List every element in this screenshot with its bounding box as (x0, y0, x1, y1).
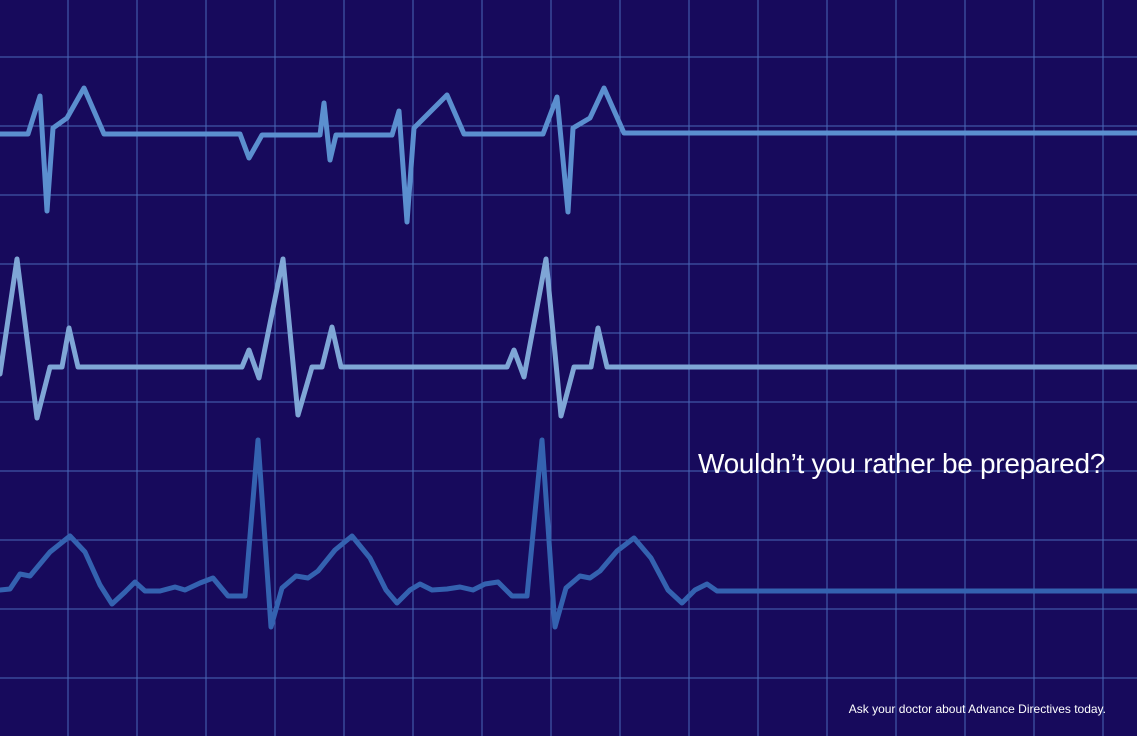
ecg-trace-2 (0, 256, 1137, 421)
headline: Wouldn’t you rather be prepared? (697, 448, 1105, 479)
ecg-trace-1 (0, 85, 1137, 225)
tagline: Ask your doctor about Advance Directives… (848, 702, 1106, 716)
ecg-trace-3 (0, 437, 1137, 630)
